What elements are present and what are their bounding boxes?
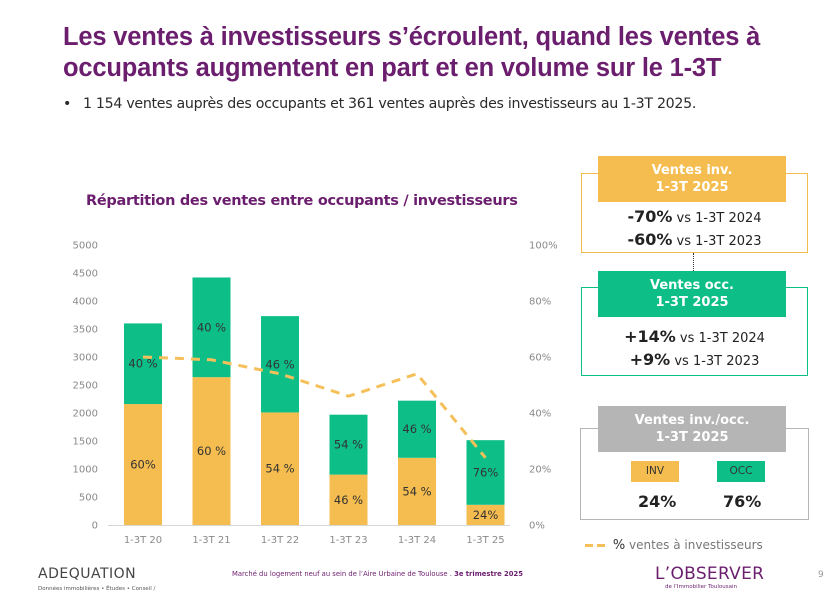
inv-change-2024: -70% [627, 207, 673, 226]
ratio-panel-header: Ventes inv./occ. 1-3T 2025 [598, 406, 786, 452]
occ-change-2023: +9% [629, 350, 671, 369]
chart-legend: % ventes à investisseurs [585, 538, 763, 553]
y-tick-label: 0 [92, 521, 98, 532]
inv-change-2023: -60% [627, 230, 673, 249]
footer-period: 3e trimestre 2025 [454, 570, 523, 578]
page-number: 9 [818, 570, 824, 580]
observer-tagline: de l’Immobilier Toulousain [665, 584, 737, 590]
panel-connector [693, 253, 694, 271]
bar-label-investisseurs: 54 % [402, 484, 431, 498]
y-tick-label: 1500 [73, 437, 98, 448]
x-tick-label: 1-3T 21 [192, 535, 230, 546]
y-tick-label: 4500 [73, 269, 98, 280]
bar-investisseurs [398, 457, 436, 525]
y-tick-label: 2000 [73, 409, 98, 420]
bar-label-investisseurs: 60 % [197, 444, 226, 458]
slide-title: Les ventes à investisseurs s’écroulent, … [63, 23, 761, 82]
bar-investisseurs [466, 504, 505, 525]
summary-bullet: • 1 154 ventes auprès des occupants et 36… [63, 96, 696, 112]
inv-panel-header: Ventes inv. 1-3T 2025 [598, 156, 786, 202]
adequation-logo: ADEQUATION [38, 566, 137, 582]
bullet-icon: • [63, 96, 72, 112]
y-tick-label: 3500 [73, 325, 98, 336]
occ-change-2024-label: vs 1-3T 2024 [675, 331, 765, 346]
inv-header-line1: Ventes inv. [651, 163, 733, 178]
x-tick-label: 1-3T 20 [124, 535, 162, 546]
x-axis-labels: 1-3T 20 1-3T 21 1-3T 22 1-3T 23 1-3T 24 1-3T … [124, 535, 505, 546]
inv-change-2023-label: vs 1-3T 2023 [672, 234, 762, 249]
occ-header-line2: 1-3T 2025 [655, 295, 729, 310]
right-axis-ticks: 0% 20% 40% 60% 80% 100% [529, 241, 558, 532]
chart-title: Répartition des ventes entre occupants /… [86, 193, 518, 209]
bar-occupants [466, 440, 505, 505]
x-tick-label: 1-3T 25 [466, 535, 504, 546]
y2-tick-label: 80% [529, 297, 551, 308]
bar-label-occupants: 76% [473, 465, 499, 479]
inv-share: 24% [638, 492, 677, 511]
y-tick-label: 2500 [73, 381, 98, 392]
occ-panel-body: +14% vs 1-3T 2024 +9% vs 1-3T 2023 [581, 326, 808, 372]
y2-tick-label: 40% [529, 409, 551, 420]
bullet-text: 1 154 ventes auprès des occupants et 361… [83, 96, 697, 112]
bars: 60% 40 % 60 % 40 % 54 % 46 % 46 % 54 % 54 % 46 % 2… [124, 277, 505, 525]
x-tick-label: 1-3T 22 [261, 535, 299, 546]
dashed-line-icon [585, 544, 593, 547]
bar-label-investisseurs: 60% [130, 458, 156, 472]
inv-header-line2: 1-3T 2025 [655, 180, 729, 195]
legend-label: ventes à investisseurs [625, 538, 763, 552]
bar-label-occupants: 40 % [197, 320, 226, 334]
bar-label-occupants: 40 % [128, 357, 157, 371]
bar-label-investisseurs: 54 % [265, 462, 294, 476]
bar-label-occupants: 46 % [402, 422, 431, 436]
occ-panel-header: Ventes occ. 1-3T 2025 [598, 271, 786, 317]
occ-change-2024: +14% [624, 327, 676, 346]
bar-label-occupants: 54 % [334, 438, 363, 452]
y2-tick-label: 20% [529, 465, 551, 476]
occ-header-line1: Ventes occ. [650, 278, 734, 293]
ratio-header-line1: Ventes inv./occ. [634, 413, 750, 428]
legend-symbol: % [612, 538, 626, 553]
bar-investisseurs [124, 404, 162, 525]
occ-share: 76% [723, 492, 762, 511]
bar-label-investisseurs: 46 % [334, 493, 363, 507]
bar-occupants [329, 414, 368, 475]
y-tick-label: 4000 [73, 297, 98, 308]
observer-logo: L’OBSERVER [655, 564, 765, 584]
y-tick-label: 500 [79, 493, 98, 504]
y-tick-label: 5000 [73, 241, 98, 252]
bar-investisseurs [261, 412, 299, 525]
inv-panel-body: -70% vs 1-3T 2024 -60% vs 1-3T 2023 [581, 206, 808, 252]
y-tick-label: 1000 [73, 465, 98, 476]
x-tick-label: 1-3T 24 [398, 535, 436, 546]
bar-occupants [398, 400, 436, 458]
footer-source-text: Marché du logement neuf au sein de l’Air… [232, 570, 455, 578]
left-axis-ticks: 0 500 1000 1500 2000 2500 3000 3500 4000 4500 5000 [73, 241, 98, 532]
bar-occupants [124, 323, 162, 405]
bar-label-investisseurs: 24% [473, 508, 499, 522]
dashed-line-icon [597, 544, 605, 547]
footer-source: Marché du logement neuf au sein de l’Air… [232, 570, 523, 578]
inv-change-2024-label: vs 1-3T 2024 [672, 211, 762, 226]
x-tick-label: 1-3T 23 [329, 535, 367, 546]
bar-occupants [261, 316, 299, 413]
y-tick-label: 3000 [73, 353, 98, 364]
y2-tick-label: 0% [529, 521, 545, 532]
occ-change-2023-label: vs 1-3T 2023 [670, 354, 760, 369]
bar-label-occupants: 46 % [265, 357, 294, 371]
bar-investisseurs [329, 474, 368, 525]
bar-investisseurs [192, 377, 231, 525]
ratio-header-line2: 1-3T 2025 [655, 430, 729, 445]
inv-tag: INV [631, 461, 679, 482]
occ-tag: OCC [717, 461, 765, 482]
adequation-tagline: Données immobilières • Études • Conseil … [38, 586, 156, 592]
y2-tick-label: 100% [529, 241, 558, 252]
y2-tick-label: 60% [529, 353, 551, 364]
